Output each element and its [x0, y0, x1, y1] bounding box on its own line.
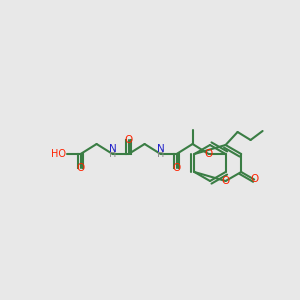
Text: N: N — [109, 144, 116, 154]
Text: O: O — [205, 149, 213, 159]
Text: H: H — [157, 149, 164, 159]
Text: N: N — [157, 144, 164, 154]
Text: HO: HO — [51, 149, 66, 159]
Text: O: O — [250, 175, 258, 184]
Text: O: O — [76, 163, 85, 173]
Text: O: O — [221, 176, 230, 186]
Text: H: H — [109, 149, 116, 159]
Text: O: O — [124, 135, 133, 145]
Text: O: O — [172, 163, 181, 173]
